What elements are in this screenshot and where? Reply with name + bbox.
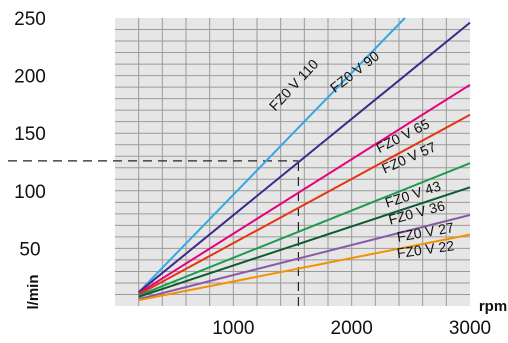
series-line bbox=[138, 186, 471, 298]
x-tick-label: 2000 bbox=[331, 318, 373, 338]
series-line bbox=[138, 113, 471, 296]
x-tick-label: 3000 bbox=[449, 318, 491, 338]
plot-background bbox=[115, 18, 470, 306]
y-tick-label: 250 bbox=[14, 9, 46, 30]
series-line bbox=[137, 17, 406, 293]
series-line bbox=[138, 162, 471, 297]
grid-lines bbox=[115, 18, 470, 306]
series-label: FZ0 V 22 bbox=[396, 237, 455, 261]
series-line bbox=[138, 214, 471, 301]
y-tick-label: 50 bbox=[19, 239, 40, 260]
y-axis-title: l/min bbox=[25, 274, 42, 309]
x-axis-title: rpm bbox=[479, 298, 507, 315]
tick-labels: 1000 2000 3000 50 100 150 200 250 bbox=[14, 9, 491, 339]
plot-area bbox=[115, 18, 470, 306]
series-lines bbox=[137, 17, 471, 302]
y-tick-label: 150 bbox=[14, 124, 46, 145]
y-tick-label: 100 bbox=[14, 182, 46, 203]
x-tick-label: 1000 bbox=[212, 318, 254, 338]
y-tick-label: 200 bbox=[14, 67, 46, 88]
series-line bbox=[138, 83, 471, 295]
reference-lines bbox=[8, 160, 300, 306]
axis-titles: rpm l/min bbox=[25, 274, 507, 315]
series-line bbox=[138, 233, 471, 302]
series-line bbox=[138, 21, 471, 293]
